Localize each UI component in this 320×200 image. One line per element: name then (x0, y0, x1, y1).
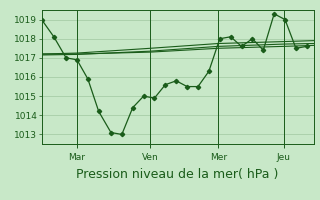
X-axis label: Pression niveau de la mer( hPa ): Pression niveau de la mer( hPa ) (76, 168, 279, 181)
